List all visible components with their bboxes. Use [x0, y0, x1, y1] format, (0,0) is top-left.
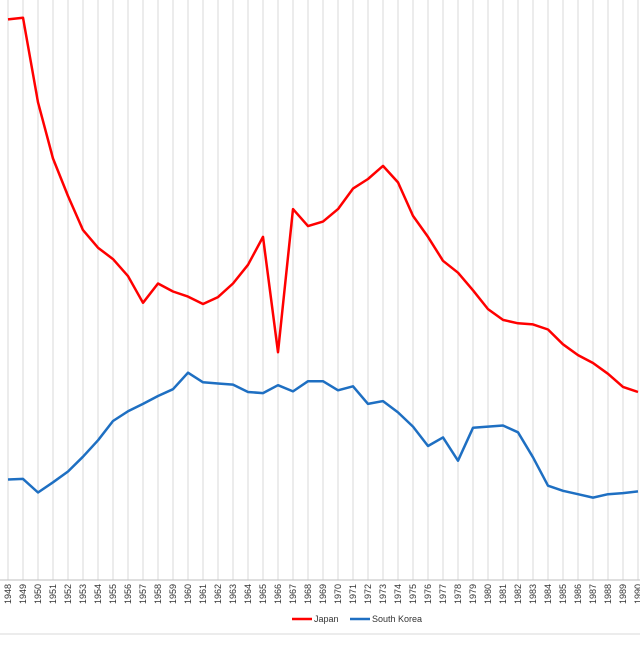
x-tick-label: 1958	[153, 584, 163, 604]
x-tick-label: 1973	[378, 584, 388, 604]
x-tick-label: 1952	[63, 584, 73, 604]
legend-label-south-korea: South Korea	[372, 614, 422, 624]
x-tick-label: 1984	[543, 584, 553, 604]
x-tick-label: 1954	[93, 584, 103, 604]
x-tick-label: 1969	[318, 584, 328, 604]
x-tick-label: 1953	[78, 584, 88, 604]
x-tick-label: 1989	[618, 584, 628, 604]
x-tick-label: 1950	[33, 584, 43, 604]
x-tick-label: 1983	[528, 584, 538, 604]
series-line-south-korea	[7, 371, 639, 499]
x-tick-label: 1964	[243, 584, 253, 604]
x-tick-label: 1981	[498, 584, 508, 604]
x-tick-label: 1968	[303, 584, 313, 604]
x-tick-label: 1980	[483, 584, 493, 604]
x-tick-label: 1977	[438, 584, 448, 604]
legend-label-japan: Japan	[314, 614, 339, 624]
x-tick-label: 1962	[213, 584, 223, 604]
x-tick-label: 1960	[183, 584, 193, 604]
x-tick-label: 1974	[393, 584, 403, 604]
x-tick-label: 1990	[633, 584, 640, 604]
series-lines	[7, 16, 639, 499]
x-tick-label: 1967	[288, 584, 298, 604]
x-tick-label: 1957	[138, 584, 148, 604]
x-tick-label: 1959	[168, 584, 178, 604]
x-tick-label: 1979	[468, 584, 478, 604]
x-tick-label: 1949	[18, 584, 28, 604]
vertical-gridlines	[7, 0, 639, 580]
x-tick-label: 1966	[273, 584, 283, 604]
x-tick-label: 1951	[48, 584, 58, 604]
x-tick-label: 1985	[558, 584, 568, 604]
x-tick-label: 1948	[3, 584, 13, 604]
x-tick-label: 1965	[258, 584, 268, 604]
x-tick-label: 1963	[228, 584, 238, 604]
x-tick-label: 1970	[333, 584, 343, 604]
x-tick-label: 1988	[603, 584, 613, 604]
x-tick-label: 1976	[423, 584, 433, 604]
x-axis: 1948 1949 1950 1951 1952 1953 1954 1955 1956 1957…	[0, 579, 640, 635]
x-tick-label: 1971	[348, 584, 358, 604]
x-tick-label: 1975	[408, 584, 418, 604]
x-tick-label: 1961	[198, 584, 208, 604]
series-line-japan	[7, 16, 639, 394]
x-tick-label: 1972	[363, 584, 373, 604]
x-tick-label: 1986	[573, 584, 583, 604]
x-tick-label: 1956	[123, 584, 133, 604]
x-tick-label: 1978	[453, 584, 463, 604]
x-tick-label: 1982	[513, 584, 523, 604]
legend: Japan South Korea	[292, 614, 422, 624]
x-tick-label: 1987	[588, 584, 598, 604]
x-tick-label: 1955	[108, 584, 118, 604]
